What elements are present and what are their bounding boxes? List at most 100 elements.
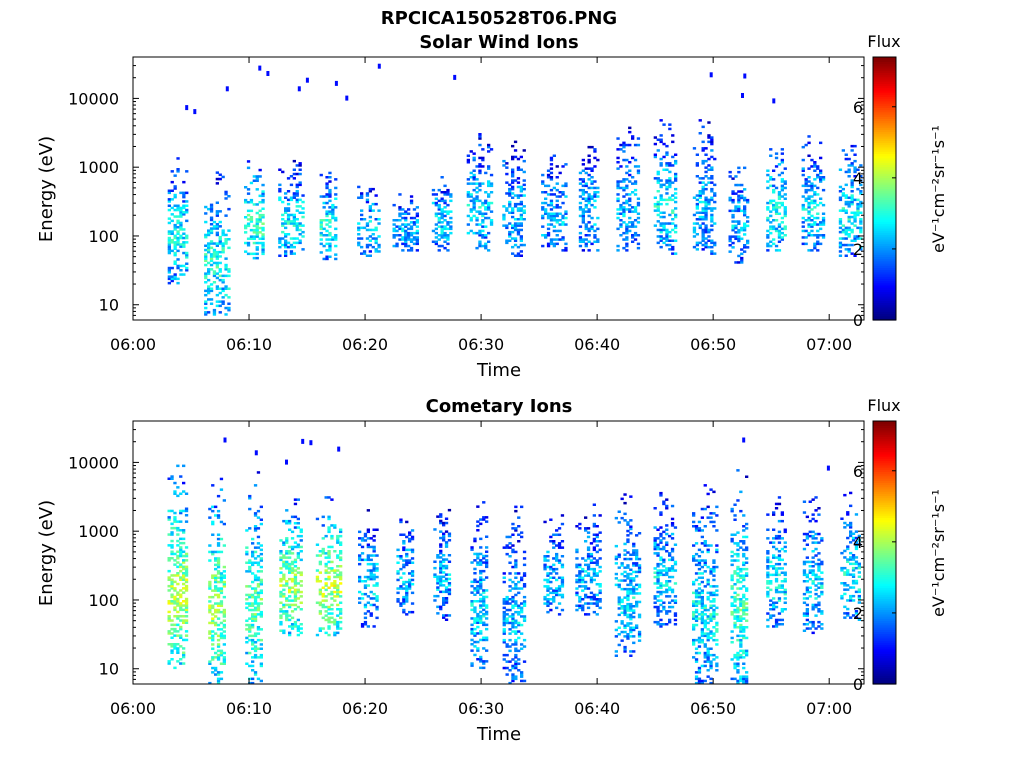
heatmap-cell bbox=[330, 582, 334, 585]
heatmap-cell bbox=[665, 612, 669, 615]
heatmap-cell bbox=[692, 147, 697, 150]
heatmap-cell bbox=[251, 613, 255, 616]
heatmap-cell bbox=[505, 535, 509, 539]
heatmap-cell bbox=[697, 681, 702, 685]
heatmap-cell bbox=[473, 645, 477, 648]
heatmap-cell bbox=[392, 234, 396, 237]
heatmap-cell bbox=[637, 557, 642, 561]
heatmap-cell bbox=[476, 589, 480, 592]
heatmap-cell bbox=[295, 190, 299, 193]
heatmap-cell bbox=[212, 253, 217, 256]
heatmap-cell bbox=[508, 190, 512, 193]
heatmap-cell bbox=[575, 550, 579, 554]
heatmap-cell bbox=[328, 219, 332, 222]
heatmap-cell bbox=[357, 222, 361, 225]
heatmap-cell bbox=[706, 675, 710, 678]
heatmap-cell bbox=[470, 604, 474, 607]
heatmap-cell bbox=[709, 488, 713, 491]
colorbar-segment bbox=[873, 263, 896, 266]
heatmap-cell bbox=[560, 578, 565, 582]
heatmap-cell bbox=[587, 145, 591, 149]
heatmap-cell bbox=[256, 608, 261, 612]
heatmap-cell bbox=[339, 550, 343, 553]
heatmap-cell bbox=[709, 632, 713, 635]
heatmap-cell bbox=[821, 216, 826, 220]
heatmap-cell bbox=[703, 632, 707, 635]
heatmap-cell bbox=[801, 208, 805, 211]
heatmap-cell bbox=[850, 185, 854, 189]
heatmap-cell bbox=[278, 237, 282, 240]
heatmap-cell bbox=[626, 540, 630, 544]
heatmap-cell bbox=[625, 229, 629, 233]
heatmap-cell bbox=[546, 214, 551, 218]
heatmap-cell bbox=[695, 194, 699, 197]
heatmap-cell bbox=[859, 175, 863, 178]
heatmap-cell bbox=[439, 521, 443, 525]
heatmap-cell bbox=[170, 544, 174, 547]
panel-title-cometary: Cometary Ions bbox=[426, 396, 573, 417]
heatmap-cell bbox=[410, 574, 415, 577]
heatmap-cell bbox=[712, 570, 716, 573]
heatmap-cell bbox=[701, 190, 705, 193]
heatmap-cell bbox=[285, 614, 289, 617]
heatmap-cell bbox=[847, 218, 851, 221]
heatmap-cell bbox=[290, 569, 295, 572]
heatmap-cell bbox=[670, 556, 675, 559]
heatmap-cell bbox=[511, 615, 515, 618]
heatmap-cell bbox=[179, 221, 183, 225]
heatmap-cell bbox=[227, 274, 231, 278]
heatmap-cell bbox=[327, 530, 331, 534]
heatmap-cell bbox=[543, 563, 547, 567]
heatmap-cell bbox=[244, 186, 248, 189]
heatmap-cell bbox=[339, 534, 343, 538]
colorbar-segment bbox=[873, 293, 896, 297]
heatmap-cell bbox=[736, 542, 740, 545]
heatmap-cell bbox=[478, 231, 482, 235]
heatmap-cell bbox=[475, 178, 479, 181]
heatmap-cell bbox=[821, 176, 826, 179]
heatmap-cell bbox=[623, 626, 627, 629]
heatmap-cell bbox=[478, 143, 482, 147]
heatmap-cell bbox=[415, 229, 419, 233]
heatmap-cell bbox=[185, 266, 189, 270]
heatmap-cell bbox=[514, 666, 518, 670]
heatmap-cell bbox=[620, 579, 624, 582]
heatmap-cell bbox=[592, 514, 596, 517]
colorbar-segment bbox=[873, 256, 896, 260]
heatmap-cell bbox=[479, 617, 483, 620]
heatmap-cell bbox=[173, 580, 177, 584]
heatmap-cell bbox=[813, 184, 817, 188]
heatmap-cell bbox=[209, 246, 214, 250]
heatmap-cell bbox=[219, 610, 224, 614]
heatmap-cell bbox=[665, 550, 669, 553]
heatmap-cell bbox=[444, 579, 449, 583]
heatmap-cell bbox=[360, 625, 365, 628]
heatmap-cell bbox=[508, 681, 512, 685]
heatmap-cell bbox=[813, 206, 817, 209]
heatmap-cell bbox=[625, 249, 629, 252]
heatmap-cell bbox=[844, 209, 848, 212]
heatmap-cell bbox=[442, 603, 446, 606]
heatmap-cell bbox=[853, 170, 857, 174]
heatmap-cell bbox=[740, 259, 744, 262]
heatmap-cell bbox=[216, 673, 221, 676]
heatmap-cell bbox=[431, 188, 436, 192]
heatmap-cell bbox=[659, 592, 663, 596]
heatmap-cell bbox=[616, 208, 620, 211]
heatmap-cell bbox=[473, 640, 477, 644]
heatmap-cell bbox=[292, 218, 296, 221]
heatmap-cell bbox=[587, 186, 591, 190]
heatmap-cell bbox=[221, 231, 225, 235]
heatmap-cell bbox=[584, 244, 588, 248]
heatmap-cell bbox=[549, 591, 553, 595]
heatmap-cell bbox=[375, 528, 379, 531]
heatmap-cell bbox=[810, 229, 814, 233]
heatmap-cell bbox=[552, 533, 556, 536]
heatmap-cell bbox=[398, 212, 402, 215]
heatmap-cell bbox=[698, 224, 702, 227]
heatmap-cell bbox=[694, 589, 699, 592]
heatmap-cell bbox=[405, 535, 409, 539]
heatmap-cell bbox=[659, 582, 663, 585]
heatmap-cell bbox=[296, 526, 300, 529]
heatmap-cell bbox=[170, 619, 174, 622]
